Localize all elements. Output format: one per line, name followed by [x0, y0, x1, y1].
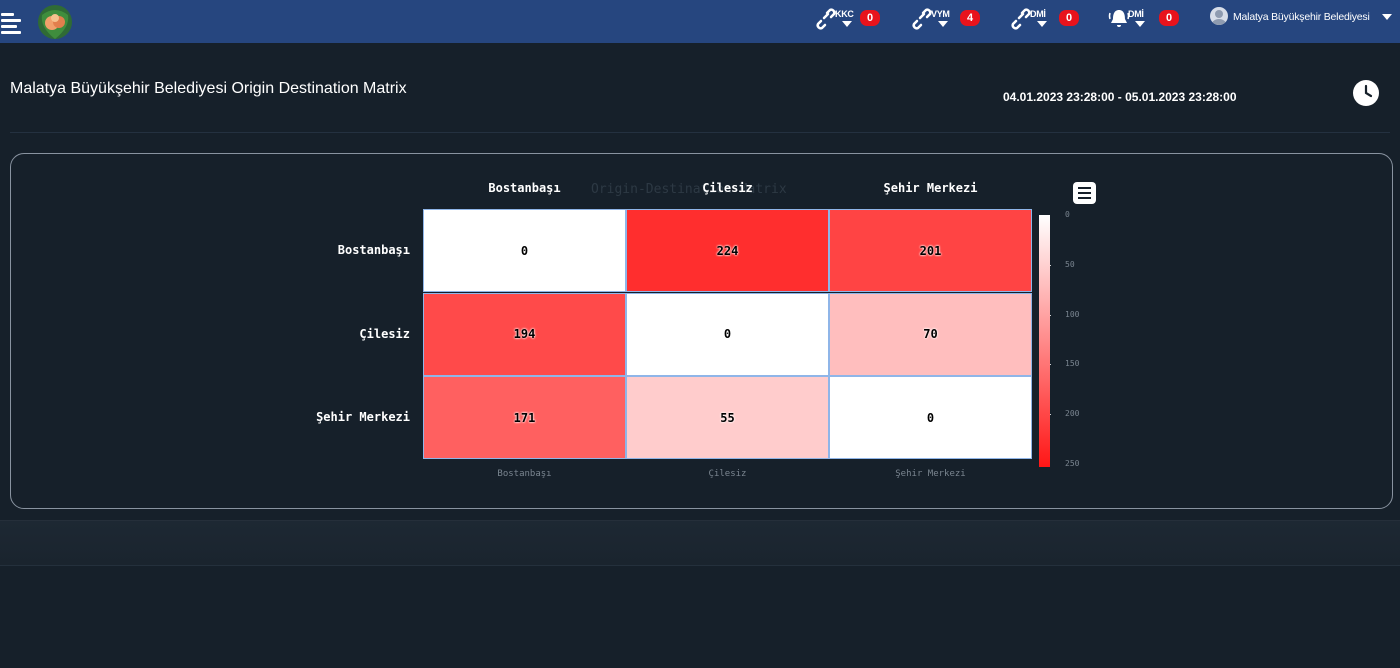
- page-title: Malatya Büyükşehir Belediyesi Origin Des…: [10, 80, 407, 97]
- alert-badge: 0: [1159, 10, 1179, 26]
- heatmap-cell[interactable]: 55: [626, 376, 829, 460]
- scale-tick-label: 200: [1065, 409, 1080, 419]
- municipality-logo: [38, 5, 72, 39]
- avatar: [1210, 7, 1228, 25]
- color-scale-bar: [1039, 215, 1050, 467]
- cell-value: 0: [520, 243, 529, 258]
- heatmap-cell[interactable]: 70: [829, 292, 1032, 376]
- link-alert-icon: [816, 8, 836, 30]
- heatmap-cell[interactable]: 171: [423, 376, 626, 460]
- cell-value: 194: [513, 327, 536, 342]
- scale-tick-label: 100: [1065, 309, 1080, 319]
- dmi-link-alert[interactable]: DMİ 0: [1010, 7, 1080, 31]
- alert-tag: KKC: [835, 9, 854, 19]
- chevron-down-icon: [938, 21, 948, 27]
- user-menu[interactable]: Malatya Büyükşehir Belediyesi: [1210, 7, 1395, 29]
- user-name: Malatya Büyükşehir Belediyesi: [1233, 11, 1370, 23]
- top-navbar: KKC 0 VYM 4 DMİ 0 DMİ 0 Malatya Büyükşeh…: [0, 0, 1400, 43]
- heatmap-cell[interactable]: 0: [423, 209, 626, 292]
- heatmap-cell[interactable]: 0: [829, 376, 1032, 460]
- alert-badge: 0: [860, 10, 880, 26]
- clock-icon[interactable]: [1352, 79, 1380, 107]
- chevron-down-icon: [842, 21, 852, 27]
- scale-tick-label: 0: [1065, 210, 1070, 219]
- alert-tag: VYM: [931, 9, 950, 19]
- alert-tag: DMİ: [1128, 9, 1144, 19]
- date-range: 04.01.2023 23:28:00 - 05.01.2023 23:28:0…: [1003, 90, 1237, 104]
- heatmap-cell[interactable]: 224: [626, 209, 829, 292]
- heatmap-cell[interactable]: 201: [829, 209, 1032, 292]
- kkc-alert[interactable]: KKC 0: [815, 7, 885, 31]
- cell-value: 224: [716, 243, 739, 258]
- x-tick-label: Çilesiz: [708, 469, 747, 479]
- chevron-down-icon: [1135, 21, 1145, 27]
- cell-value: 0: [926, 410, 935, 425]
- column-header: Bostanbaşı: [488, 181, 561, 195]
- column-header: Şehir Merkezi: [883, 181, 978, 195]
- scale-tick-label: 150: [1065, 359, 1080, 369]
- scale-tick-label: 250: [1065, 459, 1080, 468]
- footer-band: [0, 520, 1400, 566]
- scale-tick-label: 50: [1065, 259, 1075, 269]
- x-tick-label: Şehir Merkezi: [895, 469, 966, 479]
- vym-alert[interactable]: VYM 4: [911, 7, 981, 31]
- link-alert-icon: [912, 8, 932, 30]
- bell-icon: [1108, 10, 1130, 27]
- link-alert-icon: [1011, 8, 1031, 30]
- row-header: Çilesiz: [359, 326, 410, 341]
- x-tick-label: Bostanbaşı: [497, 469, 552, 479]
- heatmap-cell[interactable]: 194: [423, 292, 626, 376]
- hamburger-menu-icon[interactable]: [0, 9, 24, 35]
- divider: [10, 132, 1390, 133]
- cell-value: 0: [723, 327, 732, 342]
- heatmap-cell[interactable]: 0: [626, 292, 829, 376]
- column-header: Çilesiz: [702, 181, 753, 195]
- cell-value: 201: [919, 243, 942, 258]
- export-menu-button[interactable]: [1073, 182, 1096, 204]
- chevron-down-icon: [1037, 21, 1047, 27]
- chevron-down-icon: [1382, 14, 1392, 20]
- dmi-bell-alert[interactable]: DMİ 0: [1108, 7, 1180, 31]
- row-header: Şehir Merkezi: [316, 410, 410, 425]
- alert-badge: 0: [1059, 10, 1079, 26]
- cell-value: 171: [513, 410, 536, 425]
- cell-value: 55: [720, 410, 735, 425]
- row-header: Bostanbaşı: [337, 242, 410, 257]
- chart-title: Origin-Destination Matrix: [591, 182, 787, 197]
- alert-tag: DMİ: [1030, 9, 1046, 19]
- alert-badge: 4: [960, 10, 980, 26]
- cell-value: 70: [923, 327, 938, 342]
